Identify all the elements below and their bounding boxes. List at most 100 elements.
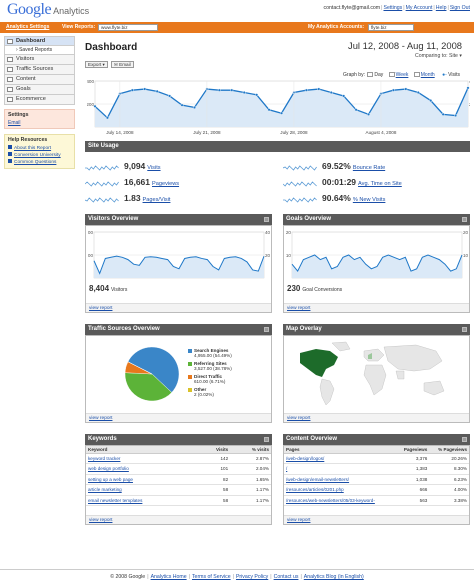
- footer-link-terms[interactable]: Terms of Service: [191, 574, 231, 580]
- data-point[interactable]: [329, 90, 333, 94]
- sidebar-item-content[interactable]: Content: [4, 75, 75, 85]
- data-point[interactable]: [466, 86, 470, 90]
- metric-label[interactable]: Avg. Time on Site: [358, 181, 402, 187]
- row-link[interactable]: /web-design/logos/: [286, 455, 325, 461]
- metric-label[interactable]: Pages/Visit: [142, 197, 171, 203]
- data-point[interactable]: [230, 88, 234, 92]
- data-point[interactable]: [93, 104, 97, 108]
- data-point[interactable]: [342, 94, 346, 98]
- data-point[interactable]: [454, 114, 458, 118]
- collapse-icon[interactable]: [264, 437, 269, 442]
- collapse-icon[interactable]: [264, 217, 269, 222]
- data-point[interactable]: [404, 87, 408, 91]
- row-link[interactable]: /resources/web-newsletters/05/03-keyword…: [286, 497, 375, 503]
- data-point[interactable]: [354, 108, 358, 112]
- collapse-icon[interactable]: [462, 217, 467, 222]
- sidebar-item-ecommerce[interactable]: Ecommerce: [4, 95, 75, 105]
- sidebar-item-goals[interactable]: Goals: [4, 85, 75, 95]
- data-point[interactable]: [130, 88, 134, 92]
- footer-link-privacy[interactable]: Privacy Policy: [235, 574, 269, 580]
- visitors-view-report-link[interactable]: view report: [89, 306, 113, 311]
- pie-slice-referring-sites[interactable]: [124, 372, 172, 402]
- month-toggle[interactable]: [413, 72, 420, 78]
- my-account-link[interactable]: My Account: [405, 5, 433, 11]
- data-point[interactable]: [143, 87, 147, 91]
- row-link[interactable]: /web-design/email-newsletters/: [286, 476, 350, 482]
- data-point[interactable]: [242, 90, 246, 94]
- row-link[interactable]: setting up a web page: [88, 476, 133, 482]
- traffic-view-report-link[interactable]: view report: [89, 416, 113, 421]
- data-point[interactable]: [255, 93, 259, 97]
- accounts-select[interactable]: flyte.biz: [368, 24, 414, 31]
- graph-by-day[interactable]: Day: [374, 72, 384, 78]
- analytics-settings-link[interactable]: Analytics Settings: [6, 24, 50, 30]
- column-header[interactable]: Keyword: [86, 446, 199, 454]
- metric-label[interactable]: Visits: [448, 72, 460, 78]
- sign-out-link[interactable]: Sign Out: [449, 5, 470, 11]
- column-header[interactable]: Pageviews: [396, 446, 430, 454]
- data-point[interactable]: [217, 88, 221, 92]
- data-point[interactable]: [416, 90, 420, 94]
- week-toggle[interactable]: [388, 72, 395, 78]
- google-analytics-logo[interactable]: Google Analytics: [7, 1, 89, 19]
- map-view-report-link[interactable]: view report: [287, 416, 311, 421]
- data-point[interactable]: [168, 94, 172, 98]
- settings-link[interactable]: Settings: [383, 5, 403, 11]
- column-header[interactable]: Pages: [284, 446, 397, 454]
- row-link[interactable]: email newsletter templates: [88, 497, 143, 503]
- row-link[interactable]: /resources/articles/0201.php: [286, 487, 344, 493]
- date-range-picker[interactable]: Jul 12, 2008 - Aug 11, 2008: [348, 40, 462, 51]
- data-point[interactable]: [304, 88, 308, 92]
- email-settings-link[interactable]: Email: [8, 120, 21, 126]
- row-link[interactable]: keyword tracker: [88, 455, 121, 461]
- export-button[interactable]: Export ▾: [85, 61, 108, 68]
- collapse-icon[interactable]: [462, 437, 467, 442]
- data-point[interactable]: [429, 99, 433, 103]
- metric-label[interactable]: % New Visits: [352, 197, 386, 203]
- goals-view-report-link[interactable]: view report: [287, 306, 311, 311]
- keywords-view-report-link[interactable]: view report: [89, 518, 113, 523]
- email-button[interactable]: ✉ Email: [111, 61, 134, 68]
- data-point[interactable]: [155, 89, 159, 93]
- view-reports-select[interactable]: www.flyte.biz: [98, 24, 158, 31]
- graph-by-week[interactable]: Week: [395, 72, 409, 78]
- world-map[interactable]: [286, 339, 468, 411]
- help-link-conversion[interactable]: Conversion University: [8, 152, 71, 158]
- footer-link-blog[interactable]: Analytics Blog (in English): [303, 574, 364, 580]
- metric-label[interactable]: Bounce Rate: [352, 165, 386, 171]
- graph-by-month[interactable]: Month: [420, 72, 435, 78]
- sidebar-item-traffic-sources[interactable]: Traffic Sources: [4, 65, 75, 75]
- day-toggle[interactable]: [367, 72, 374, 78]
- data-point[interactable]: [441, 112, 445, 116]
- column-header[interactable]: % Pageviews: [429, 446, 469, 454]
- footer-link-contact[interactable]: Contact us: [273, 574, 299, 580]
- data-point[interactable]: [391, 88, 395, 92]
- pie-slice-other[interactable]: [127, 361, 153, 375]
- metric-label[interactable]: Pageviews: [152, 181, 180, 187]
- data-point[interactable]: [267, 108, 271, 112]
- help-link[interactable]: Help: [435, 5, 447, 11]
- data-point[interactable]: [105, 116, 109, 120]
- sidebar-item-dashboard[interactable]: Dashboard: [4, 36, 75, 46]
- row-link[interactable]: /: [286, 466, 288, 472]
- collapse-icon[interactable]: [264, 327, 269, 332]
- sidebar-item-visitors[interactable]: Visitors: [4, 55, 75, 65]
- data-point[interactable]: [367, 112, 371, 116]
- sidebar-item-saved-reports[interactable]: › Saved Reports: [4, 46, 75, 55]
- collapse-icon[interactable]: [462, 327, 467, 332]
- column-header[interactable]: % visits: [230, 446, 271, 454]
- row-link[interactable]: article marketing: [88, 487, 122, 493]
- row-link[interactable]: web design portfolio: [88, 466, 129, 472]
- column-header[interactable]: Visits: [198, 446, 231, 454]
- help-link-questions[interactable]: Common Questions: [8, 159, 71, 165]
- help-link-about[interactable]: About this Report: [8, 145, 71, 151]
- data-point[interactable]: [279, 111, 283, 115]
- footer-link-analytics-home[interactable]: Analytics Home: [150, 574, 187, 580]
- pie-slice-search-engines[interactable]: [127, 346, 180, 393]
- comparing-to[interactable]: Comparing to: Site ▾: [414, 53, 462, 59]
- data-point[interactable]: [317, 87, 321, 91]
- content-view-report-link[interactable]: view report: [287, 518, 311, 523]
- data-point[interactable]: [180, 103, 184, 107]
- data-point[interactable]: [192, 105, 196, 109]
- metric-label[interactable]: Visits: [147, 165, 161, 171]
